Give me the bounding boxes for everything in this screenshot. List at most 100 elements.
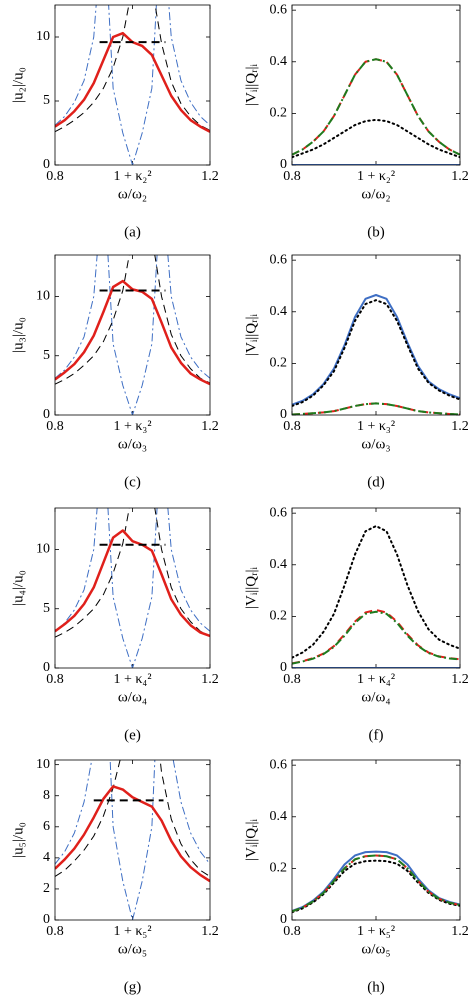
x-axis-label: ω/ω₂	[361, 186, 390, 202]
y-tick-label: 0.2	[270, 106, 288, 121]
x-tick-label: 0.8	[283, 169, 301, 184]
x-tick-label: 1.2	[201, 419, 219, 434]
y-tick-label: 0.2	[270, 356, 288, 371]
y-tick-label: 0	[43, 157, 50, 172]
series-group	[55, 5, 210, 165]
axes-box	[54, 254, 211, 416]
caption: (d)	[367, 474, 385, 490]
series-line	[55, 5, 210, 133]
axes-box	[291, 507, 461, 669]
x-axis-label: ω/ω₄	[361, 689, 390, 705]
x-tick-label: 1 + κ₃²	[113, 419, 151, 434]
series-line	[292, 299, 460, 407]
y-tick-label: 0	[43, 407, 50, 422]
panel: 0 0.2 0.4 0.6 0.8 1 + κ₂² 1.2 ω/ω₂ |Vᵢ||Qᵣ|ᵢ (b)	[243, 2, 468, 240]
x-tick-label: 1.2	[451, 419, 469, 434]
x-tick-label: 0.8	[46, 924, 64, 939]
x-tick-label: 0.8	[46, 169, 64, 184]
y-tick-label: 0.6	[270, 252, 288, 267]
panel: 0 0.2 0.4 0.6 0.8 1 + κ₃² 1.2 ω/ω₃ |Vᵢ||Qᵣ|ᵢ (d)	[243, 252, 468, 490]
axes-box	[54, 759, 211, 921]
y-axis-label: |u₄|/u₀	[10, 570, 26, 606]
axes-box	[291, 759, 461, 921]
x-tick-label: 1.2	[451, 924, 469, 939]
y-tick-label: 6	[43, 819, 50, 834]
y-tick-label: 5	[43, 93, 50, 108]
y-axis-label: |u₃|/u₀	[10, 317, 26, 353]
series-line	[55, 508, 210, 638]
caption: (b)	[367, 224, 385, 240]
series-line	[55, 255, 210, 385]
series-line	[292, 610, 460, 665]
x-axis-label: ω/ω₅	[118, 941, 147, 957]
y-axis-label: |u₂|/u₀	[10, 67, 26, 103]
x-tick-label: 1 + κ₄²	[357, 672, 395, 687]
y-tick-label: 0	[280, 407, 287, 422]
x-tick-label: 0.8	[283, 419, 301, 434]
series-line	[55, 508, 210, 668]
y-tick-label: 5	[43, 348, 50, 363]
y-tick-label: 0.6	[270, 505, 288, 520]
series-line	[292, 854, 460, 913]
series-group	[292, 58, 460, 165]
axes-box	[291, 4, 461, 166]
panel: 0 0.2 0.4 0.6 0.8 1 + κ₄² 1.2 ω/ω₄ |Vᵢ||Qᵣ|ᵢ (f)	[243, 505, 468, 743]
series-line	[55, 5, 210, 165]
y-tick-label: 5	[43, 601, 50, 616]
x-tick-label: 1 + κ₃²	[357, 419, 395, 434]
y-tick-label: 2	[43, 881, 50, 896]
panel: 0 5 10 0.8 1 + κ₄² 1.2 ω/ω₄ |u₄|/u₀ (e)	[10, 507, 219, 743]
x-tick-label: 1.2	[201, 672, 219, 687]
series-line	[55, 760, 210, 920]
x-tick-label: 1 + κ₄²	[113, 672, 151, 687]
x-tick-label: 1 + κ₂²	[357, 169, 395, 184]
series-line	[292, 58, 460, 156]
series-group	[292, 850, 460, 914]
series-group	[55, 760, 210, 920]
caption: (e)	[124, 727, 141, 743]
series-line	[292, 525, 460, 659]
y-axis-label: |Vᵢ||Qᵣ|ᵢ	[243, 566, 259, 609]
y-tick-label: 0.2	[270, 609, 288, 624]
y-axis-label: |Vᵢ||Qᵣ|ᵢ	[243, 63, 259, 106]
caption: (c)	[124, 474, 141, 490]
panel: 0 0.2 0.4 0.6 0.8 1 + κ₅² 1.2 ω/ω₅ |Vᵢ||Qᵣ|ᵢ (h)	[243, 757, 468, 995]
y-tick-label: 0	[280, 157, 287, 172]
caption: (f)	[369, 727, 384, 743]
panel: 0 2 4 6 8 10 0.8 1 + κ₅² 1.2 ω/ω₅ |u₅|/u₀ (g)	[10, 757, 219, 996]
series-line	[55, 529, 210, 638]
y-tick-label: 0.6	[270, 757, 288, 772]
x-tick-label: 0.8	[46, 419, 64, 434]
series-line	[55, 279, 210, 386]
y-axis-label: |Vᵢ||Qᵣ|ᵢ	[243, 313, 259, 356]
caption: (a)	[124, 224, 141, 240]
y-tick-label: 10	[36, 29, 50, 44]
y-tick-label: 8	[43, 788, 50, 803]
y-tick-label: 4	[43, 850, 50, 865]
x-tick-label: 0.8	[283, 924, 301, 939]
x-tick-label: 1.2	[451, 169, 469, 184]
series-line	[292, 58, 460, 156]
y-tick-label: 10	[36, 289, 50, 304]
axes-box	[54, 4, 211, 166]
series-group	[292, 294, 460, 415]
series-line	[292, 854, 460, 913]
x-tick-label: 1 + κ₅²	[113, 924, 151, 939]
series-group	[55, 255, 210, 415]
y-tick-label: 0	[280, 912, 287, 927]
x-tick-label: 1 + κ₂²	[113, 169, 151, 184]
caption: (h)	[367, 979, 385, 995]
x-tick-label: 1 + κ₅²	[357, 924, 395, 939]
series-line	[292, 402, 460, 415]
y-tick-label: 10	[36, 757, 50, 772]
x-tick-label: 0.8	[46, 672, 64, 687]
series-line	[292, 608, 460, 665]
x-tick-label: 1.2	[451, 672, 469, 687]
caption: (g)	[124, 979, 142, 995]
x-axis-label: ω/ω₂	[118, 186, 147, 202]
x-tick-label: 1.2	[201, 169, 219, 184]
series-group	[292, 525, 460, 668]
x-tick-label: 1.2	[201, 924, 219, 939]
